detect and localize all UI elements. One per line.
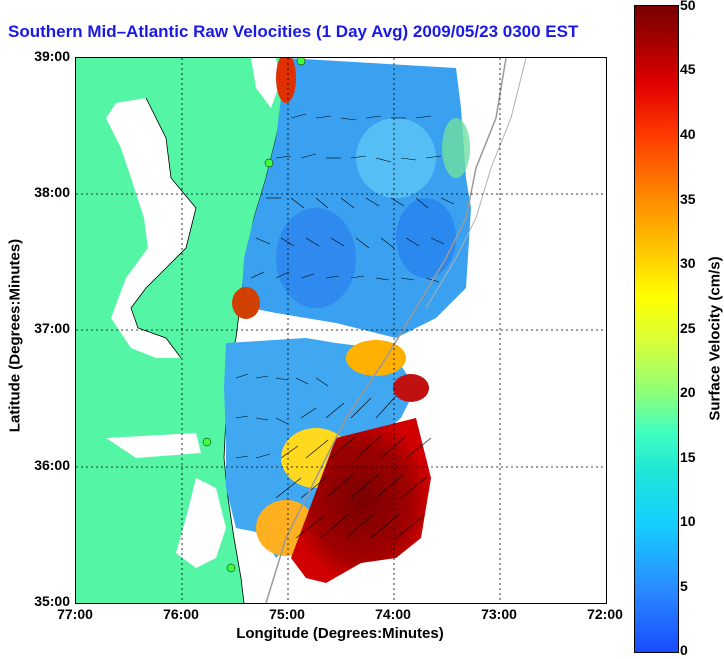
x-axis-label: Longitude (Degrees:Minutes): [236, 625, 444, 642]
colorbar-label: Surface Velocity (cm/s): [706, 256, 724, 421]
cbar-tick-45: 45: [680, 61, 696, 77]
map-plot: [75, 57, 607, 604]
bathymetry-contour: [265, 58, 507, 603]
x-tick-73: 73:00: [481, 606, 517, 622]
station-marker[interactable]: [226, 563, 236, 573]
cbar-tick-5: 5: [680, 578, 688, 594]
colorbar: [634, 5, 679, 653]
chesapeake-bay: [106, 98, 196, 358]
cbar-tick-40: 40: [680, 126, 696, 142]
cbar-tick-20: 20: [680, 384, 696, 400]
cbar-tick-25: 25: [680, 320, 696, 336]
station-marker[interactable]: [202, 437, 212, 447]
y-axis-label: Latitude (Degrees:Minutes): [6, 238, 24, 433]
land-mass: [76, 58, 286, 603]
x-tick-72: 72:00: [587, 606, 623, 622]
station-marker[interactable]: [296, 58, 306, 66]
x-tick-74: 74:00: [375, 606, 411, 622]
map-grid: [76, 58, 606, 603]
velocity-arrows: [235, 113, 455, 539]
x-tick-76: 76:00: [163, 606, 199, 622]
y-tick-35: 35:00: [34, 593, 70, 609]
cbar-tick-15: 15: [680, 449, 696, 465]
cbar-tick-0: 0: [680, 642, 688, 658]
y-tick-37: 37:00: [34, 320, 70, 336]
high-velocity-region: [291, 418, 431, 583]
y-tick-36: 36:00: [34, 457, 70, 473]
y-tick-39: 39:00: [34, 48, 70, 64]
delaware-bay: [251, 58, 280, 108]
x-tick-75: 75:00: [269, 606, 305, 622]
pamlico-sound: [176, 478, 226, 568]
cbar-tick-35: 35: [680, 191, 696, 207]
x-tick-77: 77:00: [57, 606, 93, 622]
albemarle-sound: [106, 433, 201, 458]
y-tick-38: 38:00: [34, 184, 70, 200]
cbar-tick-10: 10: [680, 513, 696, 529]
cbar-tick-50: 50: [680, 0, 696, 13]
station-marker[interactable]: [264, 158, 274, 168]
map-canvas: [76, 58, 606, 603]
map-title: Southern Mid–Atlantic Raw Velocities (1 …: [8, 22, 579, 41]
cbar-tick-30: 30: [680, 255, 696, 271]
